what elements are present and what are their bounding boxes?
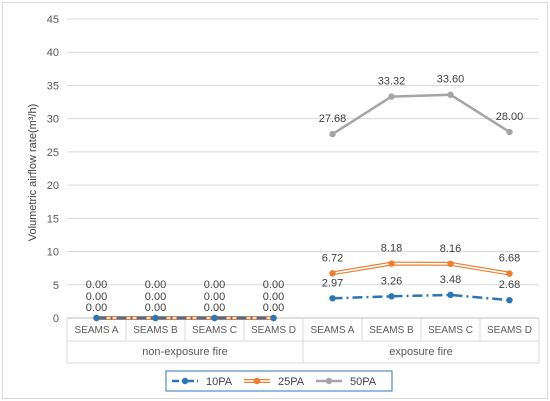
legend-marker-10PA [181, 377, 189, 385]
data-label-10PA: 3.48 [440, 274, 461, 286]
y-tick-label: 5 [53, 280, 59, 292]
x-tick-label: SEAMS A [75, 325, 119, 336]
legend-marker-50PA [325, 377, 333, 385]
data-point-25PA [388, 260, 395, 267]
data-point-10PA [152, 314, 159, 322]
x-tick-label: SEAMS D [251, 325, 296, 336]
data-label-50PA: 0.00 [263, 279, 284, 291]
data-label-50PA: 0.00 [204, 279, 225, 291]
x-group-label: exposure fire [389, 346, 453, 358]
data-label-10PA: 0.00 [263, 302, 284, 314]
y-tick-label: 15 [47, 213, 59, 225]
y-tick-label: 40 [47, 47, 59, 59]
data-point-10PA [93, 314, 100, 322]
data-point-10PA [388, 293, 395, 300]
y-axis-title: Volumetric airflow rate(m³/h) [27, 104, 39, 242]
x-tick-label: SEAMS B [369, 325, 414, 336]
data-point-25PA [447, 260, 454, 267]
data-label-10PA: 0.00 [145, 302, 166, 314]
legend-label-50PA: 50PA [350, 376, 377, 388]
data-label-10PA: 0.00 [86, 302, 107, 314]
data-point-25PA [329, 270, 336, 277]
data-label-10PA: 2.68 [499, 279, 520, 291]
data-label-50PA: 0.00 [145, 279, 166, 291]
data-label-50PA: 0.00 [86, 279, 107, 291]
x-tick-label: SEAMS A [311, 325, 355, 336]
data-point-50PA [388, 93, 395, 100]
data-label-25PA: 8.18 [381, 243, 402, 255]
data-label-25PA: 0.00 [204, 291, 225, 303]
series-line-inner-25PA [332, 262, 510, 275]
data-label-50PA: 33.32 [378, 76, 406, 88]
data-label-10PA: 0.00 [204, 302, 225, 314]
data-label-25PA: 0.00 [145, 291, 166, 303]
line-chart: 0 5 10 15 20 25 30 35 40 45 Volumetric airflow rat… [27, 14, 540, 392]
legend-marker-25PA [253, 377, 261, 385]
y-tick-label: 45 [47, 14, 59, 26]
data-label-10PA: 2.97 [322, 277, 343, 289]
y-tick-label: 25 [47, 147, 59, 159]
y-tick-label: 35 [47, 80, 59, 92]
data-label-25PA: 6.68 [499, 253, 520, 265]
y-tick-label: 30 [47, 114, 59, 126]
data-point-50PA [447, 91, 454, 98]
data-point-50PA [506, 128, 513, 136]
data-label-25PA: 0.00 [263, 291, 284, 303]
y-tick-label: 0 [53, 313, 59, 325]
x-tick-label: SEAMS C [428, 325, 473, 336]
data-point-10PA [329, 295, 336, 302]
data-point-50PA [329, 130, 336, 138]
data-label-50PA: 27.68 [319, 113, 347, 125]
data-label-25PA: 8.16 [440, 243, 461, 255]
y-tick-label: 10 [47, 247, 59, 259]
data-point-10PA [270, 314, 277, 322]
series-line-50PA [331, 93, 511, 136]
legend-label-25PA: 25PA [278, 376, 305, 388]
x-tick-label: SEAMS D [487, 325, 532, 336]
data-point-10PA [447, 291, 454, 299]
y-tick-label: 20 [47, 180, 59, 192]
x-tick-label: SEAMS C [192, 325, 237, 336]
x-tick-label: SEAMS B [133, 325, 178, 336]
data-point-25PA [506, 270, 513, 277]
series-line-10PA [332, 293, 510, 302]
data-label-50PA: 28.00 [496, 111, 524, 123]
data-point-10PA [211, 314, 218, 322]
legend-box [165, 370, 393, 392]
data-label-50PA: 33.60 [437, 74, 465, 86]
data-label-10PA: 3.26 [381, 275, 402, 287]
data-label-25PA: 0.00 [86, 291, 107, 303]
data-point-10PA [506, 296, 513, 304]
legend-label-10PA: 10PA [206, 376, 233, 388]
data-label-25PA: 6.72 [322, 252, 343, 264]
x-group-label: non-exposure fire [142, 346, 228, 358]
